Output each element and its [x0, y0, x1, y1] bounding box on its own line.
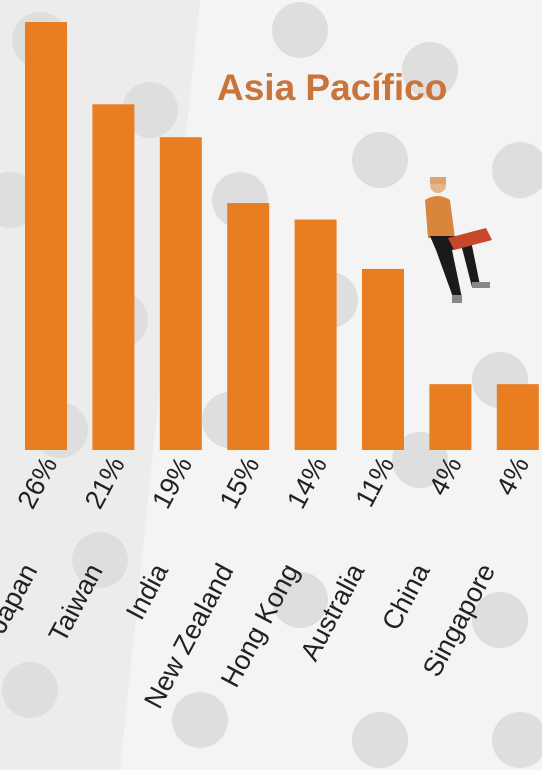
bar [92, 104, 135, 451]
bar [496, 384, 539, 450]
bars [25, 22, 539, 451]
bar [25, 22, 67, 450]
bar [227, 203, 270, 450]
chart-title: Asia Pacífico [217, 67, 447, 108]
bar [294, 219, 337, 450]
bar [429, 384, 472, 450]
person-illustration [425, 177, 492, 303]
bar [362, 268, 404, 450]
bar [159, 137, 202, 450]
